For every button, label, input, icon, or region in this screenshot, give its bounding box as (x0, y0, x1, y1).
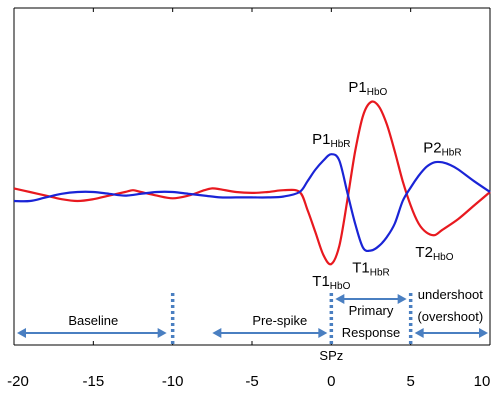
series-line-1 (13, 153, 491, 253)
chart-marks: -20 -15 -10 -5 0 5 10 P1HbO P1HbR P2HbR T1HbOT1HbR… (7, 7, 491, 390)
peak-label: P2HbR (423, 139, 461, 158)
prespike-arrow-head-left (212, 328, 222, 338)
phase-label: Response (342, 325, 401, 340)
peak-label: T2HbO (415, 244, 453, 263)
x-tick-label: 0 (327, 373, 335, 390)
x-tick-label: -20 (7, 373, 29, 390)
x-tick-label: -15 (82, 373, 104, 390)
x-tick-label: -10 (162, 373, 184, 390)
phase-label: undershoot (418, 287, 483, 302)
phase-label: (overshoot) (417, 309, 483, 324)
x-tick-label: 10 (474, 373, 491, 390)
primary-arrow-head-right (397, 294, 407, 304)
undershoot-arrow-head-right (479, 328, 488, 338)
phase-label: Primary (349, 303, 394, 318)
undershoot-arrow-head-left (414, 328, 424, 338)
peak-label: T1HbR (352, 260, 390, 279)
x-tick-label: 5 (406, 373, 414, 390)
baseline-arrow-head-left (17, 328, 26, 338)
series-line-0 (13, 100, 491, 266)
peak-label: P1HbO (348, 79, 387, 98)
prespike-arrow-head-right (318, 328, 328, 338)
phase-label: Baseline (68, 313, 118, 328)
spz-label: SPz (319, 348, 343, 363)
peak-label: P1HbR (312, 131, 350, 150)
x-tick-label: -5 (245, 373, 258, 390)
phase-label: Pre-spike (252, 313, 307, 328)
peak-label: T1HbO (312, 273, 350, 292)
baseline-arrow-head-right (157, 328, 167, 338)
primary-arrow-head-left (335, 294, 345, 304)
